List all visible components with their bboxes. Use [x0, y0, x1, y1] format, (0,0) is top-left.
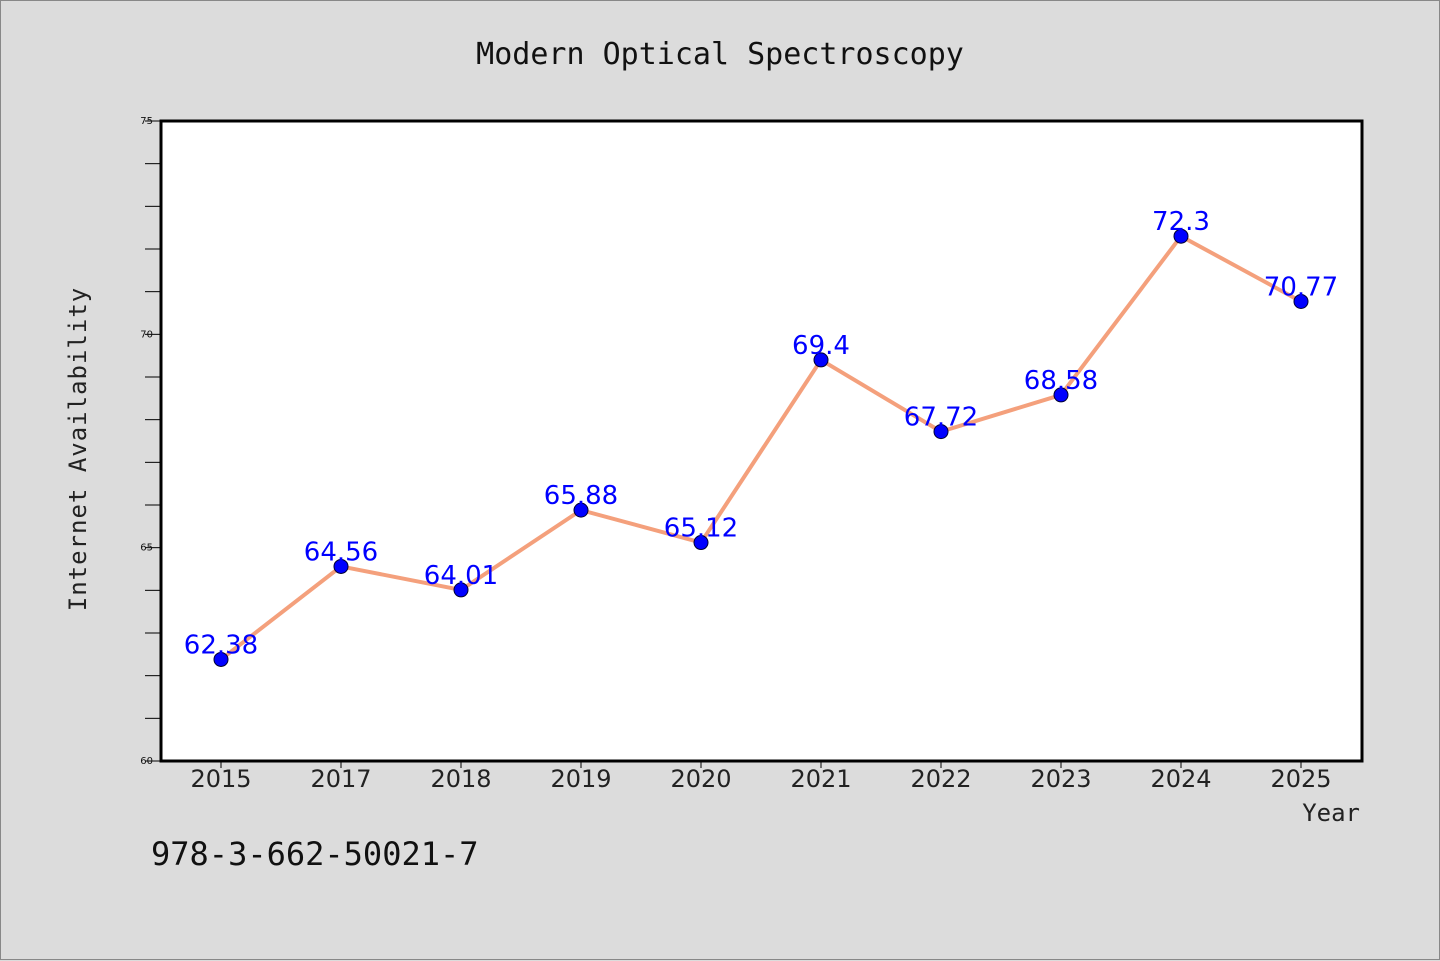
data-series: 62.38 64.56 64.01 65.88 65.12 69.4 67.72 68.58 7… [184, 207, 1338, 667]
data-point [213, 651, 229, 667]
x-tick-label: 2025 [1270, 765, 1331, 793]
data-point [573, 502, 589, 518]
data-point [1293, 293, 1309, 309]
data-label: 72.3 [1152, 207, 1210, 237]
y-tick-label: 65 [140, 543, 153, 554]
series-line [219, 234, 1302, 662]
y-axis-label: Internet Availability [64, 287, 92, 611]
data-label: 64.01 [424, 561, 498, 591]
data-label: 70.77 [1264, 272, 1338, 302]
data-label: 68.58 [1024, 366, 1098, 396]
y-tick-label: 60 [140, 756, 153, 767]
data-point [1053, 387, 1069, 403]
x-axis-label: Year [1302, 799, 1360, 827]
y-tick-label: 75 [140, 116, 153, 127]
x-tick-label: 2018 [430, 765, 491, 793]
isbn-text: 978-3-662-50021-7 [151, 835, 479, 873]
x-tick-label: 2024 [1150, 765, 1211, 793]
data-label: 67.72 [904, 403, 978, 433]
data-label: 69.4 [792, 331, 850, 361]
data-point [1173, 228, 1189, 244]
data-label: 64.56 [304, 537, 378, 567]
x-tick-label: 2023 [1030, 765, 1091, 793]
x-tick-label: 2022 [910, 765, 971, 793]
data-point [813, 352, 829, 368]
axis-ticks: 60 65 70 75 2015 2017 2018 2019 2020 2021 2022 2023… [140, 116, 1331, 793]
x-tick-label: 2015 [190, 765, 251, 793]
plot-area [161, 121, 1362, 761]
x-tick-label: 2017 [310, 765, 371, 793]
data-point [453, 582, 469, 598]
data-label: 62.38 [184, 630, 258, 660]
data-point [933, 424, 949, 440]
data-point [693, 535, 709, 551]
x-tick-label: 2019 [550, 765, 611, 793]
data-label: 65.88 [544, 481, 618, 511]
chart-title: Modern Optical Spectroscopy [476, 37, 964, 72]
data-label: 65.12 [664, 514, 738, 544]
data-point [333, 558, 349, 574]
x-tick-label: 2021 [790, 765, 851, 793]
plot-frame [159, 119, 1364, 763]
x-tick-label: 2020 [670, 765, 731, 793]
y-tick-label: 70 [140, 329, 153, 340]
